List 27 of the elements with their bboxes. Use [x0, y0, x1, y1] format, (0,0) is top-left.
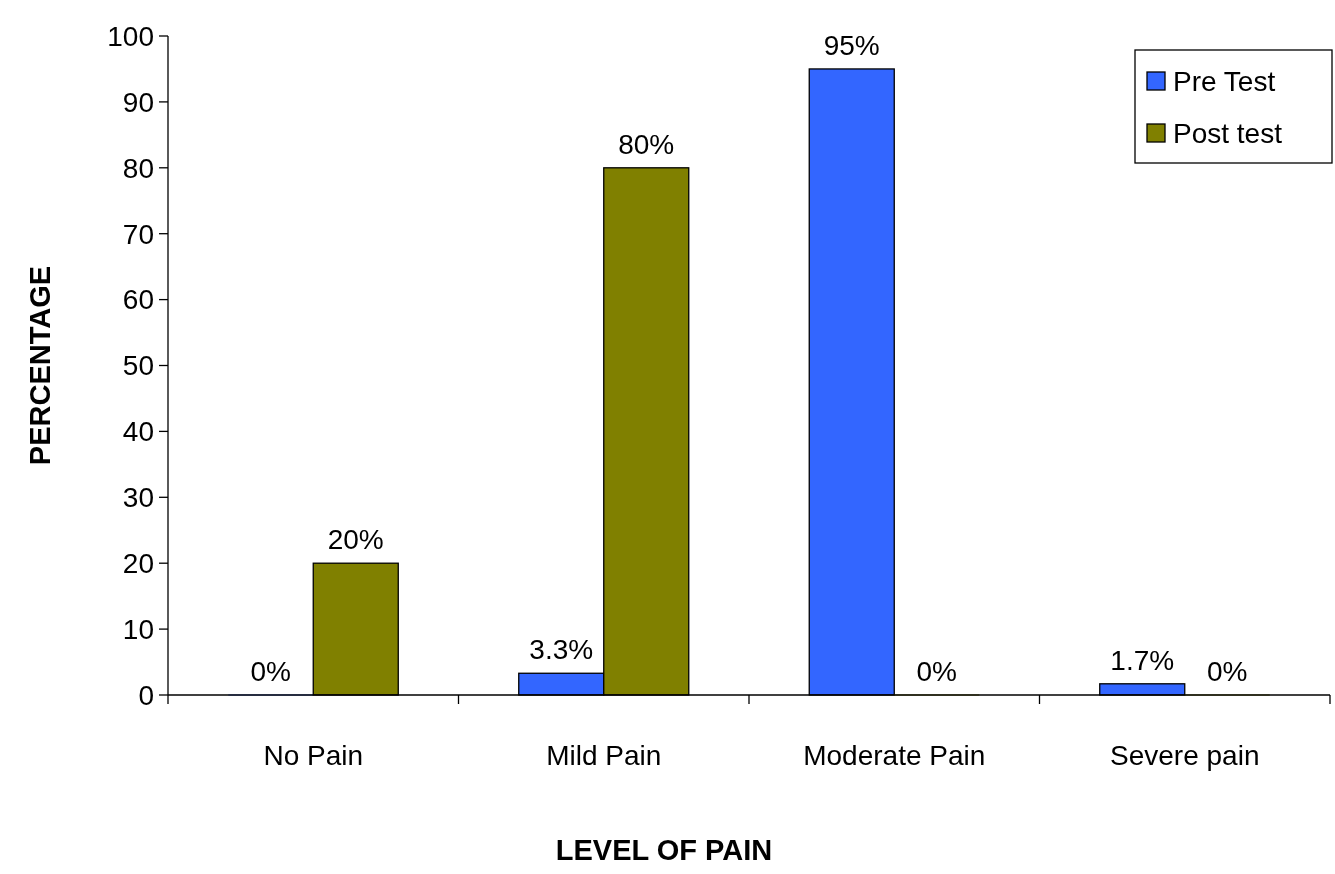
y-tick-label: 40 — [122, 416, 154, 448]
y-tick-label: 30 — [122, 482, 154, 514]
x-tick-label: Mild Pain — [546, 740, 662, 771]
y-tick-label: 60 — [122, 284, 154, 316]
y-tick-label: 90 — [122, 86, 154, 118]
data-label: 20% — [327, 524, 384, 556]
data-label: 1.7% — [1110, 644, 1175, 676]
data-label: 95% — [823, 29, 880, 61]
data-label: 0% — [1207, 656, 1248, 687]
x-axis-title: LEVEL OF PAIN — [555, 834, 773, 866]
y-tick-label: 10 — [122, 613, 154, 645]
y-tick-label: 20 — [122, 548, 154, 579]
y-tick-label: 100 — [107, 20, 154, 52]
y-tick-label: 50 — [122, 350, 154, 382]
data-label: 0% — [250, 656, 291, 687]
legend-label: Pre Test — [1173, 65, 1276, 97]
x-tick-label: Severe pain — [1110, 740, 1260, 771]
y-axis-title: PERCENTAGE — [24, 265, 56, 466]
legend-label: Post test — [1173, 117, 1283, 149]
y-tick-label: 70 — [122, 218, 154, 250]
data-label: 3.3% — [529, 634, 594, 666]
x-tick-label: Moderate Pain — [803, 740, 986, 771]
data-label: 80% — [618, 128, 675, 160]
x-tick-label: No Pain — [263, 740, 364, 771]
y-tick-label: 80 — [122, 152, 154, 184]
data-label: 0% — [916, 656, 957, 687]
y-tick-label: 0 — [138, 679, 154, 711]
